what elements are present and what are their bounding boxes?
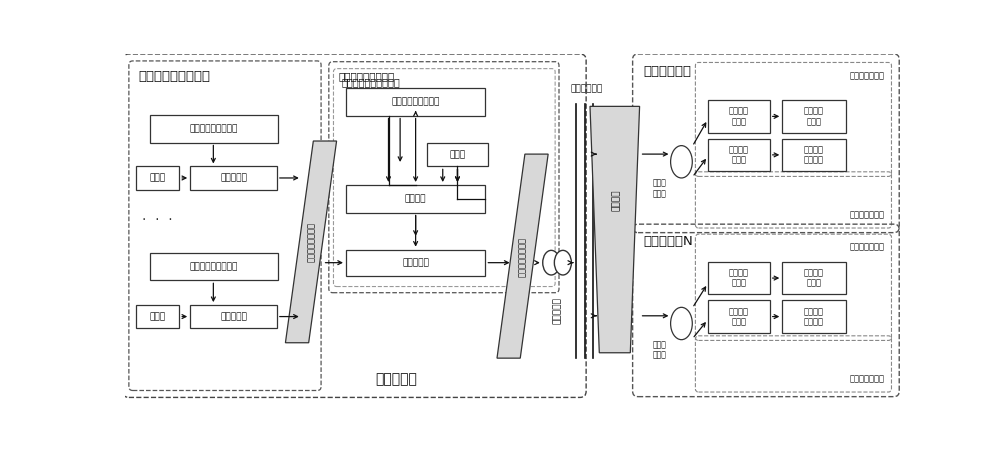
Text: 单播数据信号发生器: 单播数据信号发生器 — [138, 70, 210, 83]
Text: 组播数据信号发生器: 组播数据信号发生器 — [338, 71, 394, 81]
FancyBboxPatch shape — [708, 301, 770, 333]
Ellipse shape — [543, 250, 560, 275]
Text: 非归零码
译码器: 非归零码 译码器 — [804, 107, 824, 126]
Ellipse shape — [554, 250, 571, 275]
Ellipse shape — [671, 307, 692, 340]
Polygon shape — [285, 141, 337, 343]
Text: 光网络单元N: 光网络单元N — [643, 235, 693, 248]
Text: 强度调制器: 强度调制器 — [220, 312, 247, 321]
Text: 光线路终端: 光线路终端 — [375, 372, 417, 386]
Text: 曼彻斯特
码译码器: 曼彻斯特 码译码器 — [804, 307, 824, 326]
Text: 非归零码
译码器: 非归零码 译码器 — [804, 268, 824, 288]
Text: 下行分布光纤: 下行分布光纤 — [571, 84, 603, 93]
Text: 强度调制器: 强度调制器 — [220, 173, 247, 182]
FancyBboxPatch shape — [190, 166, 277, 189]
Text: 第二光电
探测器: 第二光电 探测器 — [729, 307, 749, 326]
Text: 激光器: 激光器 — [149, 312, 166, 321]
Text: 激光器: 激光器 — [149, 173, 166, 182]
Ellipse shape — [671, 146, 692, 178]
Text: 单播数据接收机: 单播数据接收机 — [850, 71, 885, 80]
Text: 第二光电
探测器: 第二光电 探测器 — [729, 145, 749, 165]
Text: 光网络单元１: 光网络单元１ — [643, 65, 691, 78]
Text: 第二阵列波导光栋: 第二阵列波导光栋 — [518, 237, 527, 276]
Text: ·  ·  ·: · · · — [142, 212, 173, 226]
Text: 非归零码信号发生器: 非归零码信号发生器 — [391, 97, 440, 106]
Text: 馈入线光纤: 馈入线光纤 — [553, 297, 562, 324]
FancyBboxPatch shape — [427, 143, 488, 166]
Polygon shape — [497, 154, 548, 358]
FancyBboxPatch shape — [708, 139, 770, 171]
Text: 非归零码信号发生器: 非归零码信号发生器 — [190, 124, 238, 133]
Text: 组播数据接收机: 组播数据接收机 — [850, 374, 885, 383]
FancyBboxPatch shape — [782, 100, 846, 133]
FancyBboxPatch shape — [150, 115, 278, 143]
FancyBboxPatch shape — [190, 305, 277, 328]
FancyBboxPatch shape — [136, 166, 179, 189]
FancyBboxPatch shape — [782, 301, 846, 333]
FancyBboxPatch shape — [346, 185, 485, 212]
Text: 光功率
分路器: 光功率 分路器 — [653, 179, 667, 198]
Text: 时钟源: 时钟源 — [449, 150, 466, 159]
FancyBboxPatch shape — [708, 100, 770, 133]
Text: 远端节点: 远端节点 — [612, 189, 621, 211]
FancyBboxPatch shape — [782, 139, 846, 171]
Text: 第一光电
探测器: 第一光电 探测器 — [729, 268, 749, 288]
FancyBboxPatch shape — [708, 262, 770, 294]
Text: 非归零码信号发生器: 非归零码信号发生器 — [190, 262, 238, 271]
Text: 第一阵列波导光栋: 第一阵列波导光栋 — [306, 222, 316, 262]
Text: 电异或门: 电异或门 — [405, 194, 426, 203]
FancyBboxPatch shape — [782, 262, 846, 294]
Text: 曼彻斯特
码译码器: 曼彻斯特 码译码器 — [804, 145, 824, 165]
FancyBboxPatch shape — [346, 88, 485, 116]
Polygon shape — [590, 106, 640, 353]
Text: 第一光电
探测器: 第一光电 探测器 — [729, 107, 749, 126]
Text: 单播数据接收机: 单播数据接收机 — [850, 243, 885, 252]
Text: 组播数据接收机: 组播数据接收机 — [850, 211, 885, 220]
Text: 曼彻斯特码信号发生器: 曼彻斯特码信号发生器 — [342, 77, 401, 87]
Text: 光功率
分路器: 光功率 分路器 — [653, 341, 667, 360]
FancyBboxPatch shape — [136, 305, 179, 328]
FancyBboxPatch shape — [346, 250, 485, 276]
Text: 强度调制器: 强度调制器 — [402, 258, 429, 267]
FancyBboxPatch shape — [150, 252, 278, 280]
